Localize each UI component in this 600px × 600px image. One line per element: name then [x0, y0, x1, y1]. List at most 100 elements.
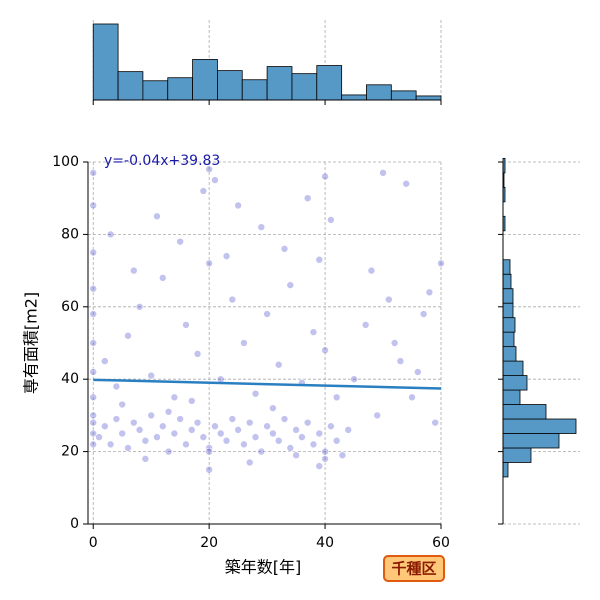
- y-tick-label: 60: [61, 299, 79, 315]
- scatter-point: [141, 436, 150, 445]
- scatter-point: [216, 429, 225, 438]
- scatter-point: [263, 422, 271, 431]
- scatter-point: [274, 360, 283, 369]
- scatter-point: [112, 382, 121, 391]
- x-tick-label: 40: [316, 535, 334, 551]
- scatter-point: [298, 433, 306, 441]
- x-tick-label: 60: [432, 535, 450, 551]
- histogram-bar: [502, 375, 528, 391]
- scatter-point: [292, 451, 300, 460]
- scatter-point: [367, 266, 376, 275]
- scatter-point: [89, 418, 98, 427]
- scatter-point: [170, 429, 179, 438]
- scatter-point: [303, 194, 312, 202]
- histogram-bar: [390, 90, 417, 101]
- regression-line: [93, 378, 442, 390]
- histogram-bar: [502, 418, 577, 434]
- y-tick-label: 100: [52, 154, 79, 170]
- y-tick-label: 40: [61, 371, 79, 387]
- scatter-point: [286, 281, 295, 289]
- histogram-bar: [192, 59, 218, 101]
- y-tick-label: 0: [70, 516, 79, 532]
- scatter-point: [222, 436, 231, 445]
- scatter-point: [431, 418, 440, 427]
- scatter-point: [199, 433, 208, 441]
- histogram-bar: [502, 404, 547, 420]
- scatter-point: [135, 426, 144, 434]
- scatter-point: [321, 346, 329, 355]
- scatter-point: [286, 444, 295, 452]
- scatter-point: [158, 422, 167, 431]
- scatter-point: [245, 418, 254, 427]
- scatter-point: [321, 172, 329, 181]
- scatter-point: [164, 407, 173, 416]
- area-badge-text: 千種区: [391, 560, 436, 578]
- scatter-point: [129, 418, 138, 427]
- scatter-point: [269, 429, 277, 438]
- x-tick-label: 20: [200, 535, 218, 551]
- scatter-point: [182, 440, 190, 449]
- scatter-point: [106, 440, 115, 449]
- histogram-bar: [316, 65, 343, 101]
- scatter-point: [321, 455, 329, 463]
- scatter-point: [240, 339, 248, 347]
- scatter-point: [269, 404, 277, 412]
- scatter-point: [89, 169, 98, 177]
- scatter-point: [332, 393, 341, 402]
- scatter-point: [274, 436, 283, 445]
- scatter-point: [153, 433, 161, 441]
- scatter-point: [118, 429, 126, 438]
- y-tick-label: 20: [61, 444, 79, 460]
- histogram-bar: [502, 331, 515, 348]
- scatter-point: [158, 274, 167, 282]
- histogram-bar: [92, 23, 119, 101]
- scatter-point: [164, 447, 173, 456]
- scatter-point: [338, 451, 347, 460]
- scatter-point: [106, 230, 115, 239]
- scatter-point: [89, 284, 98, 293]
- scatter-point: [124, 444, 132, 452]
- scatter-point: [315, 429, 324, 438]
- scatter-point: [257, 447, 266, 456]
- scatter-point: [95, 433, 103, 441]
- scatter-point: [332, 436, 341, 445]
- scatter-point: [118, 400, 126, 409]
- scatter-point: [280, 245, 289, 253]
- scatter-point: [89, 310, 98, 318]
- scatter-point: [240, 440, 248, 449]
- histogram-bar: [117, 71, 144, 101]
- scatter-point: [135, 302, 144, 311]
- histogram-bar: [502, 433, 560, 449]
- histogram-bar: [142, 80, 169, 101]
- scatter-point: [170, 393, 179, 402]
- scatter-point: [124, 331, 132, 340]
- scatter-point: [309, 440, 318, 449]
- scatter-point: [89, 429, 98, 438]
- scatter-point: [211, 422, 219, 431]
- histogram-bar: [241, 79, 268, 101]
- scatter-point: [182, 321, 190, 329]
- scatter-point: [89, 339, 98, 347]
- scatter-point: [205, 259, 213, 268]
- scatter-point: [222, 252, 231, 260]
- scatter-point: [280, 415, 289, 423]
- scatter-point: [176, 415, 184, 423]
- histogram-bar: [502, 462, 509, 478]
- scatter-point: [419, 310, 428, 318]
- scatter-point: [89, 393, 98, 402]
- scatter-point: [89, 201, 98, 210]
- histogram-bar: [217, 70, 243, 101]
- scatter-point: [251, 389, 260, 398]
- histogram-bar: [291, 73, 318, 101]
- scatter-point: [129, 266, 138, 275]
- histogram-bar: [502, 346, 517, 362]
- scatter-point: [425, 288, 434, 297]
- scatter-point: [408, 393, 416, 402]
- scatter-point: [89, 368, 98, 376]
- scatter-point: [245, 458, 254, 467]
- histogram-bar: [502, 389, 521, 405]
- scatter-point: [373, 411, 382, 420]
- area-badge: [383, 555, 445, 582]
- scatter-point: [153, 212, 161, 221]
- y-tick-label: 80: [61, 226, 79, 242]
